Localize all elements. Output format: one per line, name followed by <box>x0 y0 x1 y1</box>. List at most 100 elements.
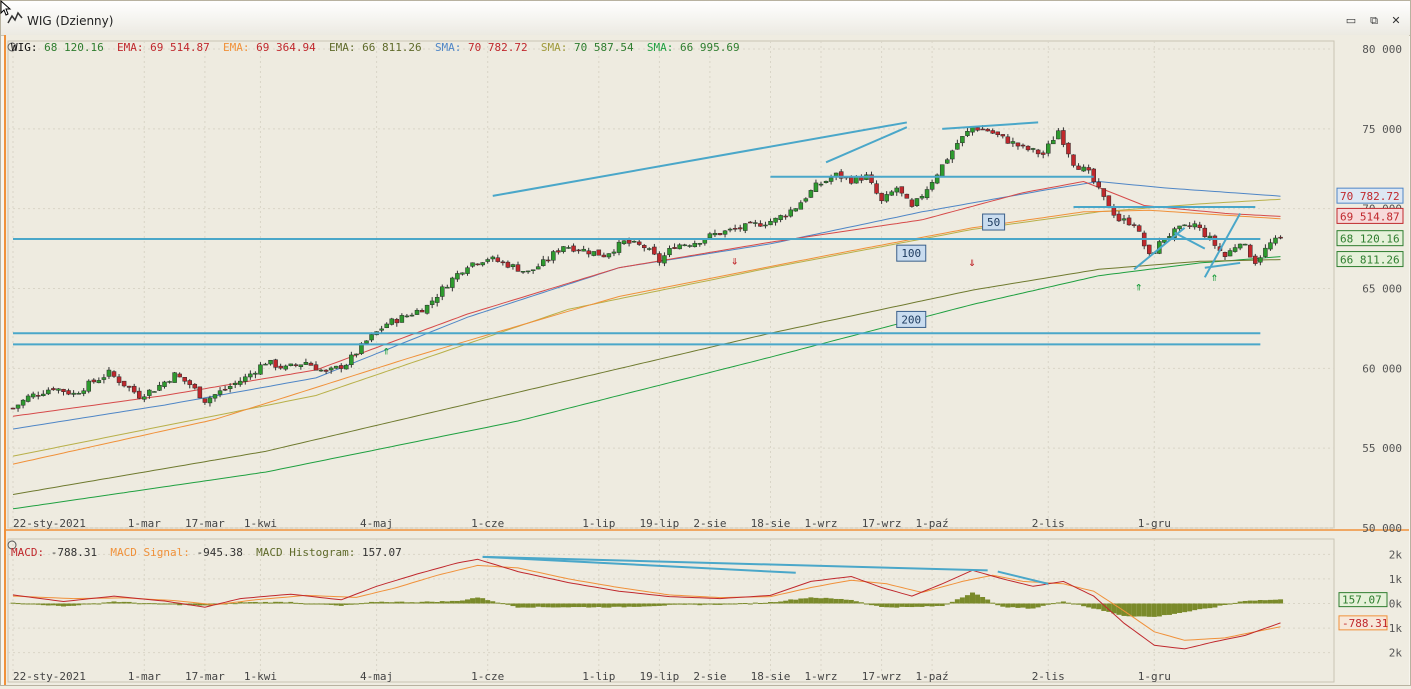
macd-histogram-bar <box>444 601 450 604</box>
legend-series-name: MACD Histogram: <box>256 546 356 559</box>
legend-series-value: 69 514.87 <box>143 41 223 54</box>
macd-histogram-bar <box>1010 603 1016 608</box>
candle-down <box>985 128 990 132</box>
legend-series-name: WIG: <box>11 41 38 54</box>
macd-histogram-bar <box>656 603 662 606</box>
macd-histogram-bar <box>667 603 672 605</box>
candle-up <box>349 354 354 366</box>
x-tick-label: 1-cze <box>471 517 504 530</box>
candle-up <box>763 224 768 227</box>
macd-histogram-bar <box>242 602 248 604</box>
macd-histogram-bar <box>692 603 698 605</box>
candle-up <box>344 364 349 370</box>
macd-histogram-bar <box>540 603 546 608</box>
close-icon[interactable]: ✕ <box>1391 14 1401 27</box>
candle-down <box>1101 188 1107 197</box>
x-tick-label: 1-gru <box>1138 670 1171 683</box>
ma-marker-box <box>896 244 927 262</box>
macd-histogram-bar <box>626 603 632 607</box>
candle-up <box>455 273 460 280</box>
candle-up <box>268 359 273 365</box>
candle-down <box>293 364 299 366</box>
price-tick-label: 60 000 <box>1362 362 1402 375</box>
macd-histogram-bar <box>1192 603 1198 611</box>
candle-down <box>177 373 182 378</box>
macd-value-tag-label: -788.31 <box>1342 617 1388 630</box>
macd-histogram-bar <box>308 603 314 605</box>
candle-up <box>81 390 86 394</box>
macd-histogram-bar <box>959 597 965 604</box>
candle-up <box>101 377 107 380</box>
macd-histogram-bar <box>1116 603 1122 615</box>
candle-up <box>929 182 935 190</box>
x-tick-label: 1-mar <box>128 670 161 683</box>
candle-down <box>874 183 879 194</box>
macd-histogram-bar <box>1065 602 1071 604</box>
macd-histogram-bar <box>914 603 920 607</box>
x-tick-label: 19-lip <box>640 517 680 530</box>
macd-histogram-bar <box>273 601 279 604</box>
macd-histogram-bar <box>429 601 435 604</box>
macd-histogram-bar <box>934 603 940 606</box>
candle-up <box>303 362 309 365</box>
macd-value-tag-label: 157.07 <box>1342 594 1382 607</box>
macd-histogram-bar <box>621 603 627 608</box>
mouse-cursor-icon <box>0 0 12 16</box>
macd-histogram-bar <box>66 603 72 606</box>
legend-series-name: EMA: <box>328 41 356 54</box>
macd-histogram-bar <box>55 603 61 606</box>
candle-up <box>384 323 389 328</box>
ma-marker-box <box>982 213 1006 231</box>
macd-trendline <box>482 555 988 572</box>
macd-histogram-bar <box>838 598 844 604</box>
macd-histogram-bar <box>1278 599 1284 604</box>
pane-settings-icon <box>7 42 17 52</box>
candle-down <box>849 177 854 184</box>
candle-up <box>955 143 960 150</box>
macd-histogram-bar <box>843 599 849 604</box>
macd-histogram-bar <box>858 602 864 604</box>
macd-histogram-bar <box>379 601 385 604</box>
candle-down <box>1025 145 1031 151</box>
candle-up <box>677 244 682 250</box>
candle-down <box>642 245 647 249</box>
candle-up <box>1263 247 1268 257</box>
macd-histogram-bar <box>510 603 516 607</box>
candle-up <box>162 381 167 387</box>
candle-down <box>126 385 132 388</box>
candle-up <box>712 233 718 236</box>
macd-histogram-bar <box>71 603 77 606</box>
candle-down <box>1015 142 1021 147</box>
candle-up <box>424 304 430 314</box>
x-tick-label: 22-sty-2021 <box>13 670 86 683</box>
candle-down <box>904 193 910 199</box>
candle-up <box>1207 235 1213 239</box>
macd-histogram-bar <box>560 603 566 608</box>
macd-histogram-bar <box>76 603 82 606</box>
restore-icon[interactable]: ⧉ <box>1370 14 1378 27</box>
macd-histogram-bar <box>1146 603 1152 617</box>
x-tick-label: 2-sie <box>693 670 726 683</box>
candle-up <box>788 209 793 217</box>
minimize-icon[interactable]: ▭ <box>1345 14 1357 27</box>
macd-histogram-bar <box>601 603 607 608</box>
candle-up <box>727 228 733 231</box>
macd-histogram-bar <box>1172 603 1177 614</box>
candle-up <box>778 215 783 220</box>
candle-up <box>520 271 526 273</box>
candle-up <box>76 393 81 395</box>
title-bar[interactable]: WIG (Dzienny) ▭ ⧉ ✕ <box>1 1 1410 36</box>
macd-histogram-bar <box>490 601 496 604</box>
macd-histogram-bar <box>20 603 26 605</box>
macd-histogram-bar <box>631 603 637 607</box>
candle-down <box>636 241 642 245</box>
macd-histogram-bar <box>732 603 738 605</box>
macd-histogram-bar <box>924 603 930 607</box>
macd-histogram-bar <box>783 600 789 604</box>
trendline <box>492 121 908 197</box>
macd-histogram-bar <box>505 603 511 605</box>
candle-up <box>768 220 773 226</box>
macd-histogram-bar <box>682 603 688 605</box>
